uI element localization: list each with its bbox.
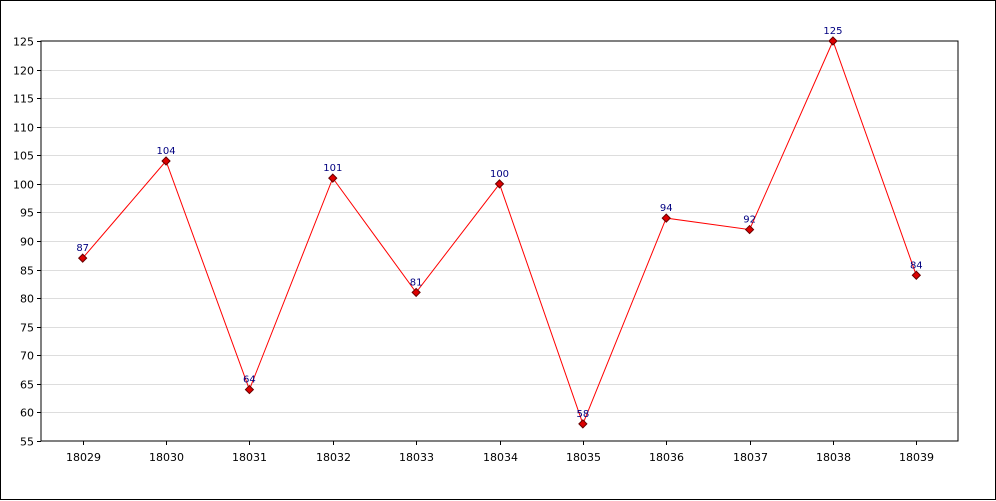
x-tick-label: 18030 bbox=[149, 451, 184, 464]
x-tick-label: 18036 bbox=[649, 451, 684, 464]
data-label: 87 bbox=[76, 243, 89, 254]
x-tick-label: 18037 bbox=[733, 451, 768, 464]
data-label: 100 bbox=[490, 169, 509, 180]
x-tick-label: 18035 bbox=[566, 451, 601, 464]
data-label: 101 bbox=[323, 163, 342, 174]
x-tick-label: 18034 bbox=[483, 451, 518, 464]
data-point-marker bbox=[161, 156, 171, 166]
y-tick-label: 110 bbox=[13, 122, 34, 135]
y-axis-ticks: 55 60 65 70 75 80 85 90 95 100 105 110 115 120 125 bbox=[13, 36, 41, 449]
y-tick-label: 60 bbox=[20, 407, 34, 420]
data-point-marker bbox=[744, 224, 755, 235]
data-point-marker bbox=[244, 384, 255, 395]
gridlines bbox=[41, 70, 958, 413]
data-point-marker bbox=[411, 287, 421, 298]
data-label: 58 bbox=[576, 409, 589, 420]
y-tick-label: 55 bbox=[20, 436, 34, 449]
data-label: 64 bbox=[243, 375, 256, 386]
x-tick-label: 18033 bbox=[399, 451, 434, 464]
data-label: 94 bbox=[660, 203, 673, 214]
x-tick-label: 18031 bbox=[232, 451, 267, 464]
data-point-marker bbox=[911, 270, 922, 280]
y-tick-label: 105 bbox=[13, 150, 34, 163]
y-tick-label: 100 bbox=[13, 179, 34, 192]
data-point-marker bbox=[578, 419, 588, 429]
data-point-marker bbox=[828, 36, 838, 46]
y-tick-label: 80 bbox=[20, 293, 34, 306]
x-tick-label: 18032 bbox=[316, 451, 351, 464]
x-tick-label: 18029 bbox=[66, 451, 101, 464]
y-tick-label: 120 bbox=[13, 65, 34, 78]
data-label: 84 bbox=[910, 260, 923, 271]
y-tick-label: 65 bbox=[20, 379, 34, 392]
y-tick-label: 125 bbox=[13, 36, 34, 49]
data-point-marker bbox=[494, 179, 505, 189]
x-tick-label: 18039 bbox=[899, 451, 934, 464]
data-label: 125 bbox=[823, 26, 842, 37]
data-label: 92 bbox=[743, 215, 756, 226]
data-label: 81 bbox=[410, 277, 423, 288]
y-tick-label: 75 bbox=[20, 322, 34, 335]
x-tick-label: 18038 bbox=[816, 451, 851, 464]
data-point-marker bbox=[77, 253, 88, 263]
data-point-marker bbox=[328, 173, 338, 183]
y-tick-label: 115 bbox=[13, 93, 34, 106]
x-axis-ticks: 18029 18030 18031 18032 18033 18034 18035 18036… bbox=[66, 441, 934, 464]
y-tick-label: 85 bbox=[20, 265, 34, 278]
y-tick-label: 95 bbox=[20, 207, 34, 220]
data-label: 104 bbox=[156, 146, 175, 157]
data-markers bbox=[77, 36, 922, 429]
data-point-marker bbox=[661, 213, 671, 223]
data-labels: 87 104 64 101 81 100 58 94 92 125 84 bbox=[76, 26, 922, 420]
y-tick-label: 70 bbox=[20, 350, 34, 363]
y-tick-label: 90 bbox=[20, 236, 34, 249]
